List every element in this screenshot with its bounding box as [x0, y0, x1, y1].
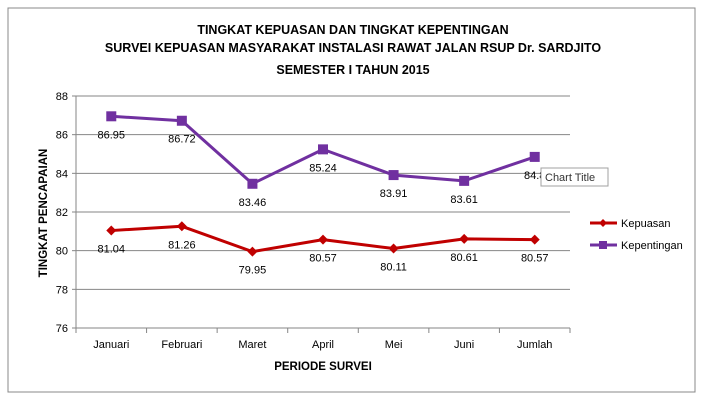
x-tick-label: Januari: [93, 339, 129, 351]
legend: Kepuasan Kepentingan: [590, 218, 683, 252]
data-point-kepuasan: [459, 233, 470, 244]
chart-title-line-3: SEMESTER I TAHUN 2015: [276, 63, 429, 77]
data-label-kepentingan: 86.72: [168, 134, 196, 146]
data-label-kepentingan: 86.95: [98, 129, 126, 141]
y-tick-label: 76: [56, 323, 68, 335]
data-point-kepentingan: [176, 115, 187, 126]
y-tick-label: 86: [56, 130, 68, 142]
chart-title-tooltip: Chart Title: [540, 167, 609, 187]
data-label-kepuasan: 80.57: [309, 253, 337, 265]
data-label-kepentingan: 83.46: [239, 197, 267, 209]
y-tick-label: 88: [56, 91, 68, 103]
tooltip-text: Chart Title: [545, 172, 595, 184]
data-label-kepuasan: 80.61: [450, 252, 478, 264]
data-point-kepentingan: [247, 178, 258, 189]
data-label-kepentingan: 83.61: [450, 194, 478, 206]
data-point-kepentingan: [388, 170, 399, 181]
y-axis-title: TINGKAT PENCAPAIAN: [38, 149, 50, 278]
data-label-kepuasan: 81.04: [98, 244, 126, 256]
data-point-kepentingan: [459, 175, 470, 186]
x-axis-title: PERIODE SURVEI: [274, 361, 372, 373]
y-tick-label: 80: [56, 246, 68, 258]
data-point-kepuasan: [176, 221, 187, 232]
tooltip-box: [540, 167, 609, 187]
data-point-kepuasan: [388, 243, 399, 254]
data-point-kepuasan: [106, 225, 117, 236]
data-point-kepuasan: [247, 246, 258, 257]
x-tick-label: Maret: [238, 339, 266, 351]
data-point-kepuasan: [318, 234, 328, 245]
data-label-kepentingan: 84.8: [524, 170, 545, 182]
data-point-kepentingan: [529, 151, 540, 162]
data-label-kepentingan: 83.91: [380, 188, 408, 200]
y-tick-label: 84: [56, 168, 68, 180]
x-tick-label: Juni: [454, 339, 474, 351]
x-tick-label: Jumlah: [517, 339, 552, 351]
x-tick-label: Februari: [161, 339, 202, 351]
legend-marker: [599, 219, 607, 227]
x-tick-label: April: [312, 339, 334, 351]
legend-marker: [599, 241, 607, 249]
y-tick-label: 82: [56, 207, 68, 219]
chart-title-line-2: SURVEI KEPUASAN MASYARAKAT INSTALASI RAW…: [105, 41, 601, 55]
data-label-kepuasan: 79.95: [239, 265, 267, 277]
y-tick-labels: 76 78 80 82 84 86 88: [56, 91, 68, 335]
legend-label-kepentingan: Kepentingan: [621, 240, 683, 252]
data-labels: 81.04 81.26 79.95 80.57 80.11 80.61 80.57 86.95…: [98, 129, 549, 276]
data-label-kepentingan: 85.24: [309, 162, 337, 174]
x-tick-label: Mei: [385, 339, 403, 351]
chart-title-line-1: TINGKAT KEPUASAN DAN TINGKAT KEPENTINGAN: [197, 23, 508, 37]
series-group: [106, 111, 540, 257]
data-label-kepuasan: 80.57: [521, 253, 549, 265]
data-point-kepuasan: [529, 234, 540, 245]
x-tick-labels: Januari Februari Maret April Mei Juni Jumlah: [93, 339, 552, 351]
data-point-kepentingan: [106, 111, 117, 122]
data-point-kepentingan: [318, 144, 328, 155]
y-tick-label: 78: [56, 284, 68, 296]
legend-label-kepuasan: Kepuasan: [621, 218, 671, 230]
data-label-kepuasan: 81.26: [168, 239, 196, 251]
data-label-kepuasan: 80.11: [380, 262, 407, 274]
